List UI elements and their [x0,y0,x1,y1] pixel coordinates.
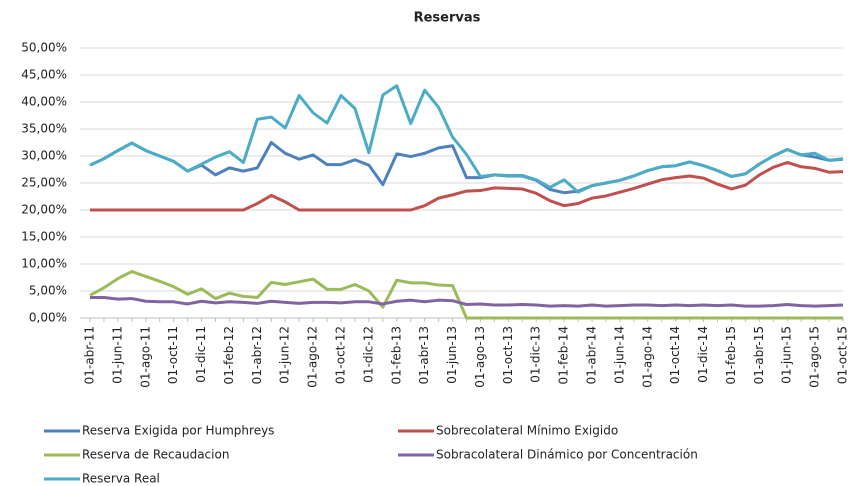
x-tick-label: 01-feb-14 [557,326,571,384]
x-tick-label: 01-dic-13 [529,326,543,383]
x-tick-label: 01-dic-11 [194,326,208,383]
x-tick-label: 01-ago-11 [138,326,152,388]
x-tick-label: 01-jun-11 [110,326,124,384]
x-tick-label: 01-abr-13 [417,326,431,384]
y-tick-label: 10,00% [21,257,67,271]
series-line [90,295,844,308]
x-tick-label: 01-oct-12 [334,326,348,384]
x-tick-label: 01-ago-15 [808,326,822,388]
x-tick-label: 01-oct-15 [836,326,848,384]
x-tick-label: 01-ago-12 [306,326,320,388]
x-tick-label: 01-abr-11 [83,326,97,384]
x-tick-label: 01-oct-11 [166,326,180,384]
x-tick-label: 01-jun-13 [445,326,459,384]
legend-label: Reserva de Recaudacion [82,448,229,462]
x-tick-label: 01-jun-12 [278,326,292,384]
chart-title: Reservas [414,11,481,26]
series-line [89,84,844,194]
y-tick-label: 0,00% [29,311,67,325]
y-tick-label: 30,00% [21,149,67,163]
x-tick-label: 01-oct-13 [501,326,515,384]
x-tick-label: 01-dic-14 [696,326,710,383]
legend-label: Reserva Real [82,472,160,486]
x-tick-label: 01-oct-14 [668,326,682,384]
x-tick-label: 01-jun-14 [612,326,626,384]
x-tick-label: 01-jun-15 [780,326,794,384]
y-tick-label: 20,00% [21,203,67,217]
x-tick-label: 01-dic-12 [361,326,375,383]
series-line [90,160,844,212]
y-tick-label: 40,00% [21,95,67,109]
x-tick-label: 01-abr-15 [752,326,766,384]
x-tick-label: 01-feb-13 [389,326,403,384]
x-tick-label: 01-feb-12 [222,326,236,384]
series-line [89,270,843,320]
x-tick-label: 01-abr-14 [585,326,599,384]
y-tick-label: 45,00% [21,68,67,82]
y-tick-label: 25,00% [21,176,67,190]
y-tick-label: 35,00% [21,122,67,136]
y-tick-label: 5,00% [29,284,67,298]
x-tick-label: 01-abr-12 [250,326,264,384]
legend-label: Reserva Exigida por Humphreys [82,424,274,438]
series-line [89,141,844,195]
x-tick-label: 01-ago-13 [473,326,487,388]
x-tick-label: 01-ago-14 [640,326,654,388]
legend-label: Sobrecolateral Mínimo Exigido [436,424,618,438]
x-tick-label: 01-feb-15 [724,326,738,384]
legend-label: Sobracolateral Dinámico por Concentració… [436,448,698,462]
y-tick-label: 15,00% [21,230,67,244]
y-tick-label: 50,00% [21,41,67,55]
